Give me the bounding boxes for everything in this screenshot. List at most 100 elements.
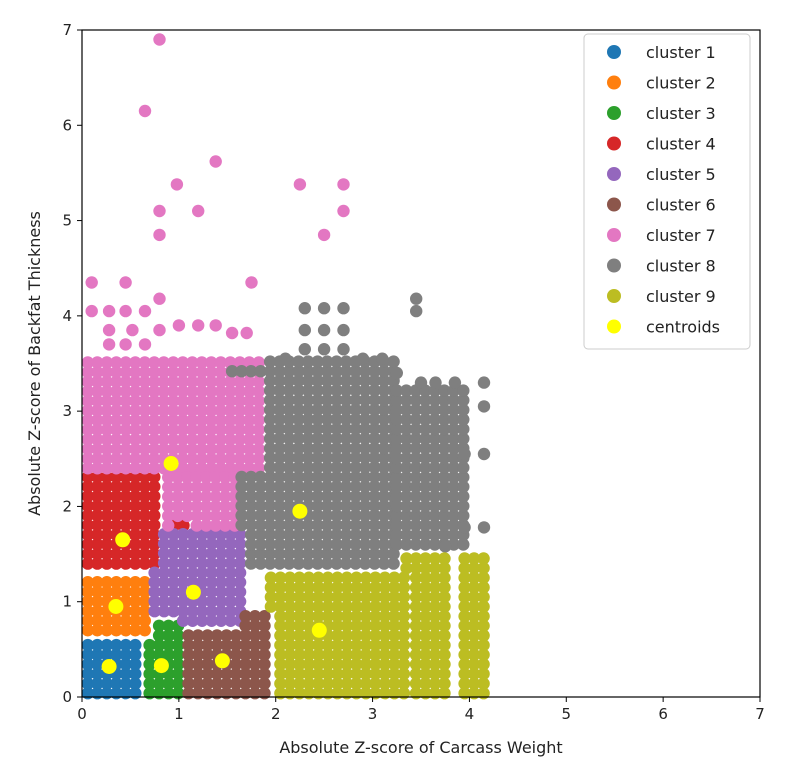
point-cluster-8 (368, 480, 381, 493)
point-cluster-8 (263, 422, 277, 436)
point-cluster-8 (282, 374, 296, 387)
point-cluster-8 (414, 376, 428, 389)
point-cluster-9 (321, 667, 335, 681)
point-cluster-7 (195, 394, 208, 408)
point-cluster-8 (282, 422, 296, 436)
point-cluster-8 (235, 490, 248, 503)
point-cluster-7 (129, 442, 142, 456)
point-cluster-6 (182, 667, 195, 681)
point-cluster-7 (252, 442, 265, 456)
point-cluster-8 (447, 499, 460, 513)
point-cluster-9 (331, 658, 344, 671)
point-cluster-8 (273, 509, 286, 522)
point-cluster-8 (349, 480, 362, 493)
point-cluster-6 (210, 629, 224, 642)
point-cluster-7 (176, 442, 189, 456)
point-cluster-7 (243, 442, 256, 456)
point-cluster-8 (358, 422, 372, 436)
point-cluster-8 (428, 480, 441, 493)
point-cluster-9 (419, 687, 432, 700)
point-cluster-9 (293, 667, 306, 681)
point-cluster-5 (148, 566, 161, 579)
point-cluster-6 (182, 677, 195, 690)
point-cluster-9 (350, 590, 363, 604)
point-cluster-9 (331, 629, 344, 642)
point-cluster-8 (419, 490, 432, 503)
point-cluster-9 (419, 629, 432, 642)
point-cluster-8 (457, 422, 470, 436)
centroid-point (214, 653, 230, 669)
point-cluster-8 (390, 422, 403, 436)
point-cluster-5 (176, 585, 190, 599)
point-cluster-8 (377, 547, 391, 561)
legend-label: cluster 1 (646, 43, 716, 62)
point-cluster-8 (339, 470, 353, 484)
point-cluster-6 (191, 648, 205, 661)
point-cluster-6 (239, 638, 252, 652)
point-cluster-8 (273, 528, 286, 541)
point-cluster-9 (369, 638, 382, 652)
point-cluster-4 (100, 509, 114, 522)
point-cluster-7 (190, 480, 203, 494)
point-cluster-5 (167, 595, 180, 608)
point-cluster-8 (358, 384, 372, 397)
point-cluster-8 (438, 432, 451, 445)
point-cluster-8 (368, 499, 381, 513)
point-cluster-7 (91, 385, 104, 398)
point-cluster-9 (283, 590, 297, 604)
point-cluster-5 (214, 537, 228, 550)
point-cluster-7 (138, 338, 152, 351)
point-cluster-8 (368, 432, 381, 445)
point-cluster-4 (110, 470, 123, 484)
point-cluster-9 (467, 600, 481, 613)
point-cluster-7 (138, 442, 151, 456)
point-cluster-8 (320, 422, 334, 436)
point-cluster-8 (428, 422, 441, 436)
point-cluster-9 (477, 619, 490, 632)
point-cluster-6 (229, 658, 243, 671)
centroid-point (115, 532, 131, 548)
point-cluster-7 (81, 404, 95, 417)
point-cluster-8 (447, 442, 460, 455)
point-cluster-9 (409, 590, 423, 604)
point-cluster-8 (311, 461, 324, 474)
point-cluster-9 (409, 610, 423, 623)
point-cluster-7 (110, 452, 123, 465)
point-cluster-8 (368, 403, 381, 416)
point-cluster-8 (428, 442, 441, 455)
point-cluster-9 (264, 571, 278, 584)
point-cluster-7 (224, 423, 237, 436)
point-cluster-5 (205, 605, 218, 618)
point-cluster-9 (369, 571, 382, 584)
y-tick-label: 5 (62, 212, 72, 230)
point-cluster-7 (138, 375, 151, 388)
point-cluster-9 (388, 638, 401, 652)
centroid-point (108, 599, 124, 614)
point-cluster-9 (312, 638, 325, 652)
point-cluster-7 (81, 385, 95, 398)
point-cluster-9 (359, 667, 373, 681)
point-cluster-8 (358, 374, 372, 387)
point-cluster-7 (186, 414, 199, 427)
point-cluster-5 (167, 605, 180, 618)
point-cluster-4 (129, 490, 142, 503)
point-cluster-4 (129, 509, 142, 522)
point-cluster-7 (138, 414, 151, 427)
point-cluster-5 (157, 537, 171, 550)
point-cluster-8 (282, 557, 296, 570)
point-cluster-5 (214, 614, 228, 627)
point-cluster-6 (191, 658, 205, 671)
point-cluster-8 (377, 422, 391, 436)
point-cluster-7 (337, 178, 350, 191)
point-cluster-9 (283, 629, 297, 642)
point-cluster-8 (311, 528, 324, 541)
point-cluster-7 (138, 304, 152, 318)
point-cluster-1 (119, 677, 132, 690)
point-cluster-8 (368, 413, 381, 426)
point-cluster-9 (302, 687, 316, 700)
point-cluster-9 (321, 600, 335, 613)
point-cluster-7 (209, 500, 222, 513)
point-cluster-7 (190, 519, 203, 532)
point-cluster-8 (358, 499, 372, 513)
point-cluster-7 (162, 500, 175, 513)
